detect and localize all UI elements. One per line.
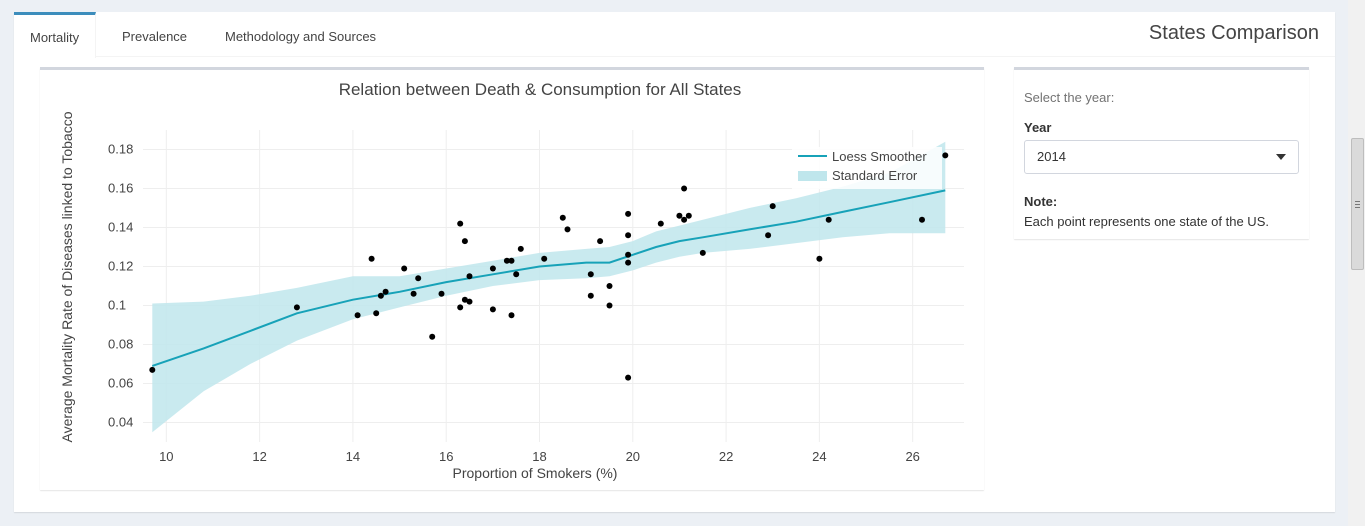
data-point [625,211,631,217]
data-point [686,213,692,219]
data-point [518,246,524,252]
data-point [149,367,155,373]
y-tick-label: 0.16 [108,181,133,196]
x-tick-label: 16 [439,449,453,464]
y-tick-label: 0.04 [108,415,133,430]
data-point [490,306,496,312]
y-axis-label: Average Mortality Rate of Diseases linke… [59,111,75,442]
data-point [457,304,463,310]
data-point [462,238,468,244]
y-tick-label: 0.12 [108,259,133,274]
tab-mortality[interactable]: Mortality [14,12,96,58]
data-point [513,271,519,277]
year-select[interactable]: 2014 [1024,140,1299,174]
data-point [355,312,361,318]
x-tick-label: 22 [719,449,733,464]
legend-band-swatch [798,171,827,181]
legend-label-loess: Loess Smoother [832,149,927,164]
data-point [294,304,300,310]
data-point [597,238,603,244]
data-point [700,250,706,256]
data-point [541,256,547,262]
x-tick-label: 14 [346,449,360,464]
tab-methodology[interactable]: Methodology and Sources [209,12,392,57]
data-point [369,256,375,262]
y-tick-label: 0.14 [108,220,133,235]
tab-bar: Mortality Prevalence Methodology and Sou… [14,12,1335,57]
data-point [816,256,822,262]
data-point [439,291,445,297]
data-point [415,275,421,281]
select-help-text: Select the year: [1024,90,1114,105]
data-point [383,289,389,295]
x-tick-label: 12 [252,449,266,464]
note-text: Each point represents one state of the U… [1024,214,1269,229]
data-point [919,217,925,223]
tab-prevalence[interactable]: Prevalence [106,12,203,57]
data-point [607,303,613,309]
data-point [560,215,566,221]
y-tick-label: 0.08 [108,337,133,352]
x-tick-label: 18 [532,449,546,464]
data-point [625,252,631,258]
data-point [565,226,571,232]
tab-box: Mortality Prevalence Methodology and Sou… [14,12,1335,512]
data-point [658,221,664,227]
data-point [401,266,407,272]
data-point [490,266,496,272]
data-point [457,221,463,227]
scatter-chart[interactable]: 10 12 14 16 18 20 22 24 26 0.040.060.080.10.120.… [40,70,984,493]
x-tick-label: 20 [626,449,640,464]
data-point [467,299,473,305]
x-tick-label: 26 [905,449,919,464]
data-point [429,334,435,340]
data-point [509,312,515,318]
y-tick-label: 0.1 [108,298,126,313]
page-title: States Comparison [1149,22,1319,45]
controls-box: Select the year: Year 2014 Note: Each po… [1014,67,1309,239]
x-tick-label: 10 [159,449,173,464]
data-point [765,232,771,238]
plot-box: 10 12 14 16 18 20 22 24 26 0.04 0.06 0.08 0.1 0.12 0.… [40,67,984,490]
chevron-down-icon [1276,154,1286,160]
y-tick-label: 0.06 [108,376,133,391]
y-tick-label: 0.18 [108,142,133,157]
data-point [676,213,682,219]
data-point [625,260,631,266]
data-point [588,293,594,299]
legend-label-se: Standard Error [832,168,918,183]
data-point [411,291,417,297]
data-point [373,310,379,316]
data-point [509,258,515,264]
data-point [588,271,594,277]
year-selected-value: 2014 [1037,149,1066,164]
x-tick-label: 24 [812,449,826,464]
scrollbar-thumb[interactable] [1351,138,1364,270]
data-point [770,203,776,209]
chart-title: Relation between Death & Consumption for… [339,80,742,99]
year-label: Year [1024,120,1051,135]
data-point [625,232,631,238]
x-axis-label: Proportion of Smokers (%) [453,465,618,481]
data-point [378,293,384,299]
data-point [942,152,948,158]
data-point [826,217,832,223]
data-point [625,375,631,381]
data-point [467,273,473,279]
grip-icon [1355,201,1360,202]
data-point [681,186,687,192]
x-axis-ticks: 10 12 14 16 18 20 22 24 26 [159,449,920,464]
y-axis-ticks: 0.04 0.06 0.08 0.1 0.12 0.14 0.16 0.18 [108,142,133,430]
chart-legend: Loess Smoother Standard Error [792,147,942,189]
note-label: Note: [1024,194,1057,209]
data-point [607,283,613,289]
data-point [681,217,687,223]
